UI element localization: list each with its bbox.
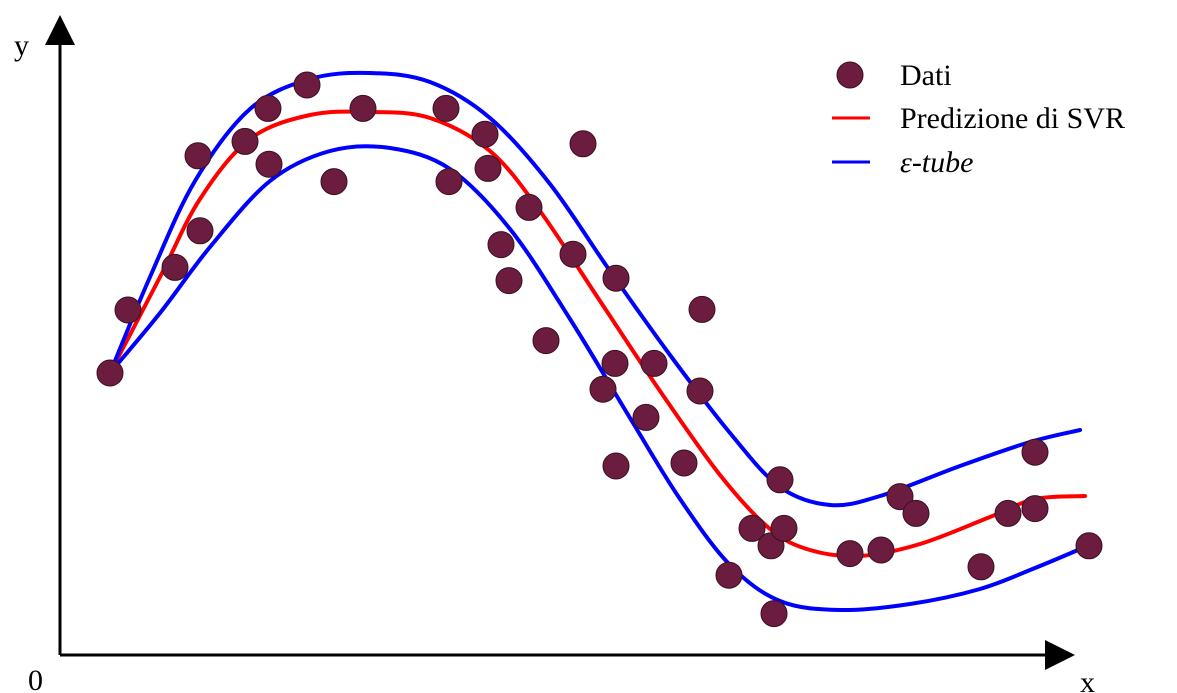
data-point-35: [766, 466, 794, 494]
data-point-9: [293, 71, 321, 99]
data-point-4: [186, 217, 214, 245]
data-point-2: [114, 296, 142, 324]
epsilon-tube-line-upper: [108, 70, 1082, 508]
data-point-17: [495, 267, 523, 295]
data-point-34: [760, 600, 788, 628]
data-point-44: [1021, 438, 1049, 466]
data-point-13: [435, 168, 463, 196]
data-point-20: [559, 240, 587, 268]
data-point-32: [738, 514, 766, 542]
data-point-27: [640, 349, 668, 377]
data-point-5: [184, 142, 212, 170]
data-point-28: [670, 449, 698, 477]
data-point-41: [967, 553, 995, 581]
points-layer: [96, 71, 1103, 628]
data-point-26: [632, 403, 660, 431]
data-point-22: [589, 375, 617, 403]
data-point-36: [770, 514, 798, 542]
data-point-39: [886, 483, 914, 511]
data-point-7: [254, 94, 282, 122]
data-point-19: [532, 327, 560, 355]
legend-dati-marker: [836, 61, 864, 89]
data-point-37: [836, 540, 864, 568]
data-point-6: [231, 127, 259, 155]
data-point-25: [602, 452, 630, 480]
data-point-38: [867, 536, 895, 564]
data-point-31: [715, 561, 743, 589]
legend-dati-label: Dati: [900, 59, 952, 92]
data-point-10: [320, 168, 348, 196]
data-point-30: [686, 377, 714, 405]
data-point-18: [515, 193, 543, 221]
origin-label: 0: [28, 664, 43, 693]
data-point-45: [1075, 532, 1103, 560]
data-point-42: [994, 499, 1022, 527]
data-point-11: [349, 94, 377, 122]
x-axis-label: x: [1080, 666, 1095, 693]
data-point-15: [474, 154, 502, 182]
data-point-12: [432, 94, 460, 122]
data-point-23: [601, 349, 629, 377]
data-point-1: [96, 359, 124, 387]
data-point-3: [161, 253, 189, 281]
legend-tube-label: ε-tube: [900, 146, 973, 179]
data-point-24: [602, 264, 630, 292]
data-point-40: [902, 499, 930, 527]
data-point-43: [1021, 495, 1049, 523]
legend: Dati Predizione di SVR ε-tube: [832, 59, 1125, 179]
data-point-21: [569, 130, 597, 158]
data-point-14: [471, 120, 499, 148]
epsilon-tube-line-lower: [108, 144, 1087, 613]
legend-svr-label: Predizione di SVR: [900, 102, 1125, 135]
y-axis-label: y: [14, 29, 29, 62]
data-point-16: [487, 231, 515, 259]
data-point-8: [255, 150, 283, 178]
data-point-29: [688, 295, 716, 323]
